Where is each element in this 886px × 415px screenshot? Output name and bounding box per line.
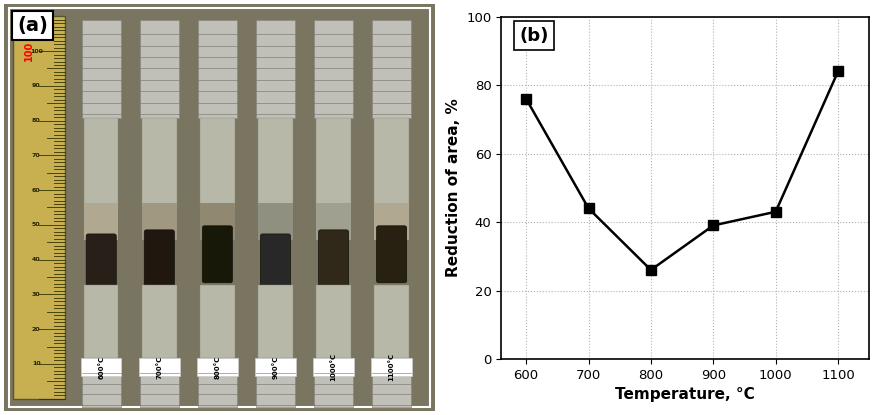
Text: 100: 100 [24, 41, 34, 61]
Text: 40: 40 [32, 257, 41, 262]
Text: 900°C: 900°C [272, 356, 278, 379]
Bar [142, 285, 176, 358]
Bar [140, 20, 178, 118]
Bar [13, 16, 65, 399]
Bar [372, 358, 410, 407]
Text: 20: 20 [32, 327, 41, 332]
Text: 90: 90 [32, 83, 41, 88]
Bar [84, 285, 119, 358]
Bar [371, 358, 411, 376]
Bar [198, 358, 237, 407]
Bar [255, 358, 295, 376]
Bar [374, 285, 408, 358]
Bar [200, 203, 234, 240]
Bar [200, 285, 234, 358]
Bar [200, 118, 234, 208]
Bar [314, 358, 353, 407]
FancyBboxPatch shape [144, 230, 175, 287]
Text: 10: 10 [32, 361, 41, 366]
Bar [316, 203, 350, 240]
Bar [197, 358, 237, 376]
Bar [374, 118, 408, 208]
Text: 1100°C: 1100°C [388, 353, 394, 381]
Text: 700°C: 700°C [156, 356, 162, 379]
Text: 30: 30 [32, 292, 41, 297]
Bar [256, 358, 294, 407]
Bar [84, 203, 119, 240]
Bar [140, 358, 178, 407]
Text: 80: 80 [32, 118, 41, 123]
Bar [258, 118, 292, 208]
Bar [313, 358, 354, 376]
Bar [84, 118, 119, 208]
Text: 800°C: 800°C [214, 356, 220, 379]
FancyBboxPatch shape [318, 230, 348, 287]
Bar [256, 20, 294, 118]
Bar [81, 358, 121, 376]
Bar [374, 203, 408, 240]
Bar [316, 285, 350, 358]
Text: (b): (b) [519, 27, 548, 45]
Bar [314, 20, 353, 118]
Text: 1000°C: 1000°C [330, 353, 336, 381]
Text: 50: 50 [32, 222, 41, 227]
Bar [258, 203, 292, 240]
FancyBboxPatch shape [202, 226, 232, 283]
Bar [142, 118, 176, 208]
X-axis label: Temperature, °C: Temperature, °C [615, 387, 754, 402]
Text: 70: 70 [32, 153, 41, 158]
FancyBboxPatch shape [86, 234, 116, 291]
Bar [142, 203, 176, 240]
Y-axis label: Reduction of area, %: Reduction of area, % [445, 98, 460, 277]
Text: 60: 60 [32, 188, 41, 193]
Bar [82, 20, 120, 118]
Text: (a): (a) [18, 16, 48, 35]
FancyBboxPatch shape [377, 226, 406, 283]
Bar [139, 358, 179, 376]
Bar [198, 20, 237, 118]
Bar [372, 20, 410, 118]
Text: 100: 100 [30, 49, 43, 54]
Bar [316, 118, 350, 208]
Bar [82, 358, 120, 407]
FancyBboxPatch shape [260, 234, 291, 291]
Bar [258, 285, 292, 358]
Text: 600°C: 600°C [98, 356, 105, 379]
